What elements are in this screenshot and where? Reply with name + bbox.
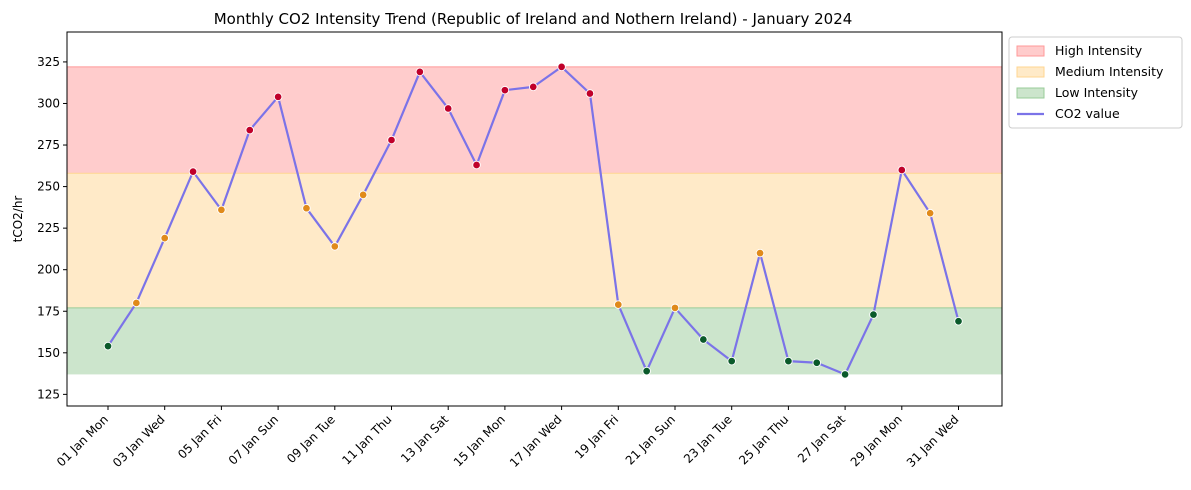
x-tick-label: 11 Jan Thu: [339, 412, 394, 467]
data-point: [500, 85, 510, 95]
x-tick-label: 25 Jan Thu: [736, 412, 791, 467]
y-tick-label: 250: [37, 180, 60, 194]
data-point: [585, 89, 595, 98]
legend-label: CO2 value: [1055, 106, 1120, 121]
y-tick-label: 325: [37, 55, 60, 69]
data-point: [727, 356, 736, 366]
x-tick-label: 19 Jan Fri: [572, 412, 621, 461]
band-medium-intensity: [67, 173, 1002, 308]
legend-swatch: [1016, 66, 1045, 78]
band-low-intensity: [67, 307, 1002, 375]
y-tick-label: 150: [37, 346, 60, 360]
data-point: [330, 242, 340, 251]
legend-swatch: [1016, 87, 1045, 99]
data-points: [103, 62, 963, 379]
x-tick-label: 15 Jan Mon: [451, 412, 508, 469]
x-tick-label: 17 Jan Wed: [507, 412, 565, 470]
data-point: [103, 341, 113, 351]
data-point: [557, 62, 566, 72]
x-tick-label: 05 Jan Fri: [175, 412, 224, 461]
data-point: [869, 310, 878, 319]
x-tick-label: 09 Jan Tue: [284, 412, 338, 466]
y-tick-label: 125: [37, 387, 60, 401]
data-point: [954, 316, 963, 326]
data-point: [415, 67, 425, 77]
y-tick-label: 275: [37, 138, 60, 152]
data-point: [755, 248, 765, 258]
data-point: [897, 165, 907, 175]
data-point: [443, 104, 453, 113]
legend-swatch: [1016, 45, 1045, 57]
data-point: [840, 370, 850, 379]
x-tick-label: 23 Jan Tue: [681, 412, 735, 466]
data-point: [132, 298, 141, 308]
legend: High Intensity Medium Intensity Low Intens…: [1008, 36, 1183, 129]
x-tick-label: 01 Jan Mon: [54, 412, 111, 469]
data-point: [784, 356, 793, 366]
data-point: [642, 366, 651, 376]
y-axis-label: tCO2/hr: [11, 196, 25, 243]
x-tick-label: 27 Jan Sat: [795, 412, 848, 465]
y-axis: 125 150 175 200 225 250 275 300 325: [37, 55, 67, 401]
intensity-bands: [67, 66, 1002, 375]
x-tick-label: 21 Jan Sun: [623, 412, 678, 467]
x-tick-label: 03 Jan Wed: [110, 412, 168, 470]
y-tick-label: 200: [37, 263, 60, 277]
plot-frame: [66, 31, 1003, 407]
data-point: [472, 160, 481, 170]
data-point: [614, 300, 623, 309]
legend-label: High Intensity: [1055, 43, 1143, 58]
data-point: [387, 135, 396, 145]
data-point: [812, 358, 822, 368]
legend-box: [1008, 36, 1183, 129]
legend-label: Medium Intensity: [1055, 64, 1164, 79]
data-point: [358, 190, 368, 200]
y-tick-label: 225: [37, 221, 60, 235]
data-point: [273, 92, 283, 102]
data-point: [699, 335, 708, 344]
data-point: [529, 82, 538, 92]
chart-title: Monthly CO2 Intensity Trend (Republic of…: [214, 10, 853, 28]
legend-label: Low Intensity: [1055, 85, 1139, 100]
data-point: [302, 203, 311, 213]
x-tick-label: 29 Jan Mon: [848, 412, 905, 469]
data-point: [160, 233, 169, 243]
data-point: [245, 125, 254, 135]
data-point: [217, 205, 226, 215]
x-tick-label: 31 Jan Wed: [904, 412, 962, 470]
y-tick-label: 300: [37, 96, 60, 110]
x-tick-label: 13 Jan Sat: [398, 412, 451, 465]
x-axis: 01 Jan Mon 03 Jan Wed 05 Jan Fri 07 Jan Sun…: [54, 406, 962, 470]
data-point: [925, 208, 935, 218]
data-point: [670, 303, 680, 313]
x-tick-label: 07 Jan Sun: [226, 412, 281, 467]
y-tick-label: 175: [37, 304, 60, 318]
data-point: [188, 167, 198, 176]
